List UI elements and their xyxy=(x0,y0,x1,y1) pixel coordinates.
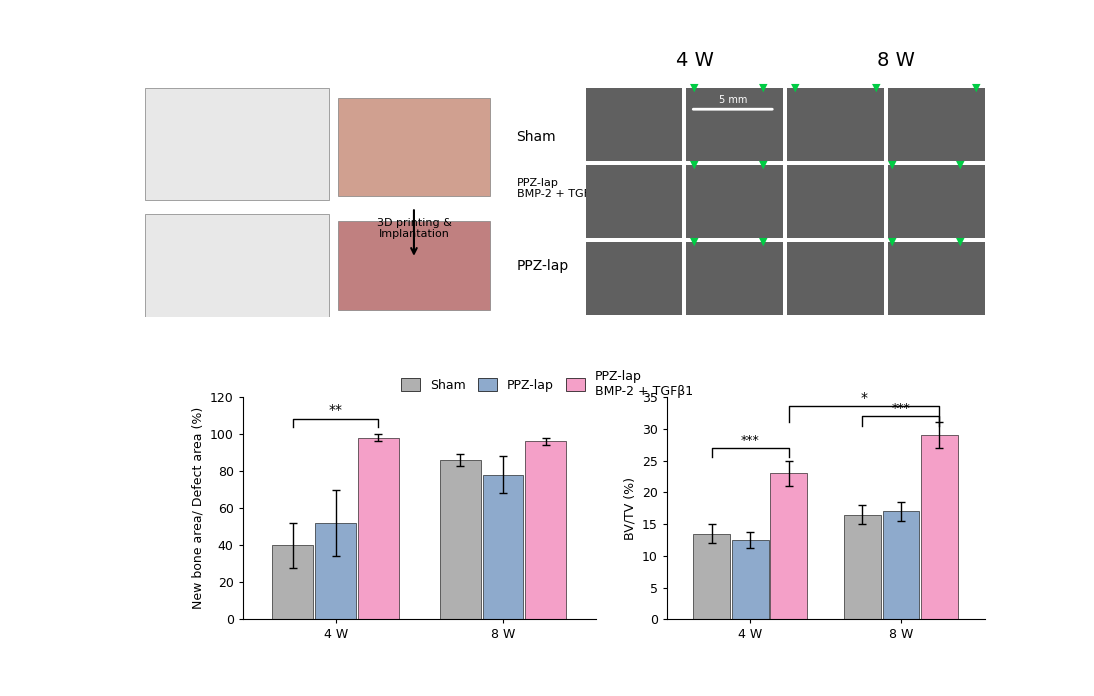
Text: ▼: ▼ xyxy=(690,83,699,93)
FancyBboxPatch shape xyxy=(585,165,683,238)
Text: 3D printing &
Implantation: 3D printing & Implantation xyxy=(376,218,452,239)
Text: 8 W: 8 W xyxy=(877,51,915,70)
Y-axis label: New bone area/ Defect area (%): New bone area/ Defect area (%) xyxy=(191,407,205,609)
Bar xyxy=(921,435,958,619)
Bar xyxy=(770,473,807,619)
FancyBboxPatch shape xyxy=(686,165,783,238)
FancyBboxPatch shape xyxy=(788,165,884,238)
Text: PPZ-lap: PPZ-lap xyxy=(516,259,569,273)
Text: ▼: ▼ xyxy=(887,159,896,170)
Text: 5 mm: 5 mm xyxy=(719,95,747,104)
Bar xyxy=(315,523,357,619)
FancyBboxPatch shape xyxy=(788,242,884,315)
Text: ▼: ▼ xyxy=(690,159,699,170)
Text: ▼: ▼ xyxy=(759,237,767,246)
Text: ▼: ▼ xyxy=(973,83,981,93)
Legend: Sham, PPZ-lap, PPZ-lap
BMP-2 + TGFβ1: Sham, PPZ-lap, PPZ-lap BMP-2 + TGFβ1 xyxy=(396,365,698,403)
Text: ▼: ▼ xyxy=(956,159,965,170)
Bar xyxy=(482,475,524,619)
Text: ▼: ▼ xyxy=(872,83,880,93)
Text: ▼: ▼ xyxy=(759,159,767,170)
FancyBboxPatch shape xyxy=(686,242,783,315)
Text: ***: *** xyxy=(892,402,910,415)
Text: PPZ-lap
BMP-2 + TGFβ1: PPZ-lap BMP-2 + TGFβ1 xyxy=(516,178,604,200)
Text: ▼: ▼ xyxy=(759,83,767,93)
FancyBboxPatch shape xyxy=(338,221,490,310)
Text: ▼: ▼ xyxy=(956,237,965,246)
FancyBboxPatch shape xyxy=(788,88,884,161)
Bar xyxy=(440,460,480,619)
Text: **: ** xyxy=(328,404,342,418)
Bar xyxy=(272,545,313,619)
FancyBboxPatch shape xyxy=(146,88,329,200)
Bar xyxy=(883,512,919,619)
Bar xyxy=(358,438,399,619)
Text: 4 W: 4 W xyxy=(676,51,713,70)
Text: Sham: Sham xyxy=(516,130,556,144)
FancyBboxPatch shape xyxy=(888,88,985,161)
FancyBboxPatch shape xyxy=(888,165,985,238)
FancyBboxPatch shape xyxy=(338,97,490,196)
Y-axis label: BV/TV (%): BV/TV (%) xyxy=(624,477,637,539)
FancyBboxPatch shape xyxy=(686,88,783,161)
Bar xyxy=(525,441,567,619)
Text: *: * xyxy=(861,391,868,405)
Bar xyxy=(694,534,731,619)
Text: ▼: ▼ xyxy=(887,237,896,246)
Text: ***: *** xyxy=(741,434,759,447)
Text: ▼: ▼ xyxy=(690,237,699,246)
FancyBboxPatch shape xyxy=(585,88,683,161)
Bar xyxy=(845,514,881,619)
FancyBboxPatch shape xyxy=(146,214,329,317)
FancyBboxPatch shape xyxy=(585,242,683,315)
Bar xyxy=(732,540,769,619)
FancyBboxPatch shape xyxy=(888,242,985,315)
Text: ▼: ▼ xyxy=(791,83,800,93)
